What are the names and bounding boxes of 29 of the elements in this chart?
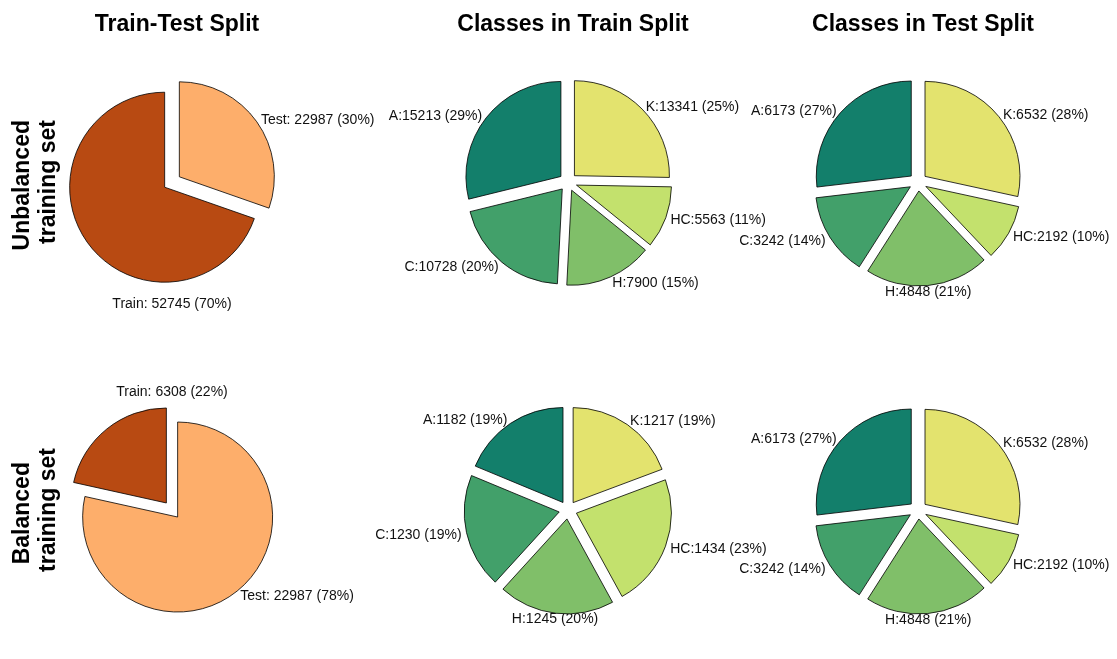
slice-label: Test: 22987 (30%) [260, 110, 375, 127]
slice-label: HC:2192 (10%) [1012, 555, 1110, 572]
slice-label: K:6532 (28%) [1002, 433, 1089, 450]
slice-label: H:7900 (15%) [612, 273, 699, 290]
slice-label: C:10728 (20%) [404, 258, 499, 275]
slice-label: A:6173 (27%) [750, 429, 837, 446]
slice-label: K:13341 (25%) [645, 97, 740, 114]
slice-label: HC:2192 (10%) [1012, 227, 1110, 244]
text: Balanced training set [8, 447, 60, 572]
slice-label: A:1182 (19%) [422, 411, 508, 428]
slice-label: C:3242 (14%) [739, 231, 826, 248]
slice-label: A:6173 (27%) [750, 101, 837, 118]
slice-label: H:4848 (21%) [885, 610, 972, 627]
slice-label: H:4848 (21%) [885, 282, 972, 299]
slice-label: H:1245 (20%) [511, 610, 599, 627]
slice-label: Train: 52745 (70%) [112, 295, 232, 311]
chart-title: Classes in Train Split [457, 9, 690, 36]
chart-title: Train-Test Split [94, 9, 260, 36]
slice-label: Train: 6308 (22%) [116, 383, 228, 399]
slice-label: C:3242 (14%) [739, 559, 826, 576]
slice-label: K:6532 (28%) [1002, 105, 1089, 122]
slice-label: HC:1434 (23%) [670, 539, 767, 556]
chart-title: Classes in Test Split [812, 9, 1035, 36]
slice-label: A:15213 (29%) [388, 106, 483, 123]
slice-label: HC:5563 (11%) [670, 211, 766, 228]
slice-label: Test: 22987 (78%) [240, 587, 354, 603]
slice-label: C:1230 (19%) [375, 525, 462, 542]
slice-label: K:1217 (19%) [630, 412, 716, 429]
text: Unbalanced training set [8, 113, 60, 251]
